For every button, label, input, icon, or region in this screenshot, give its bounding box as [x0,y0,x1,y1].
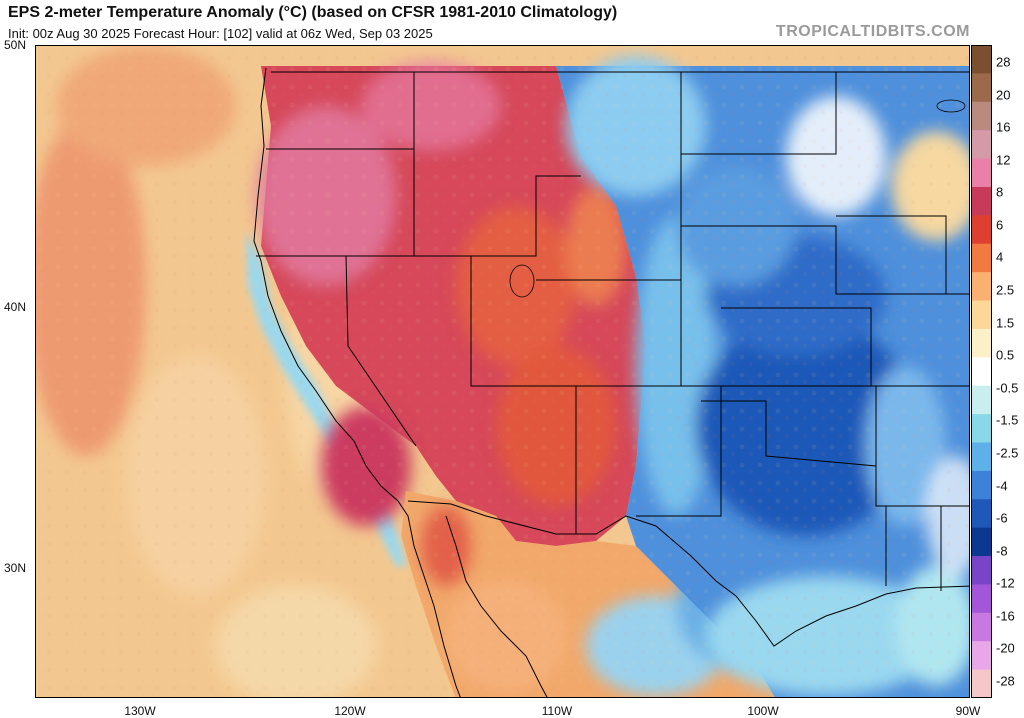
colorbar-label: -1.5 [996,412,1019,428]
colorbar-swatch [971,499,992,529]
watermark: TROPICALTIDBITS.COM [775,23,970,40]
colorbar-label: 0.5 [996,347,1015,363]
state-border [470,256,577,534]
colorbar-swatch [971,130,992,160]
lon-label-110w: 110W [541,704,573,718]
colorbar-swatch [971,641,992,671]
colorbar-swatch [971,470,992,500]
lon-label-90w: 90W [955,704,981,718]
state-border [346,175,581,257]
state-border [576,385,722,517]
colorbar-swatch [971,186,992,216]
state-border [701,400,877,467]
colorbar-label: 4 [996,249,1004,265]
state-border [721,385,969,507]
lon-label-130w: 130W [124,704,156,718]
colorbar-swatch [971,669,992,698]
colorbar-swatch [971,442,992,472]
map-subtitle: Init: 00z Aug 30 2025 Forecast Hour: [10… [8,26,433,41]
colorbar-label: 8 [996,184,1004,200]
colorbar-label: 20 [996,87,1011,103]
colorbar-label: -12 [996,575,1015,591]
colorbar-swatch [971,215,992,245]
colorbar-swatch [971,73,992,103]
colorbar-swatch [971,385,992,415]
land-anomaly-field [36,46,969,697]
lakes [509,99,966,298]
colorbar-swatch [971,45,992,74]
colorbar-swatch [971,527,992,557]
colorbar-label: -6 [996,510,1008,526]
temperature-anomaly-map [36,46,969,697]
colorbar-label: 1.5 [996,315,1015,331]
pacific-coastline [253,67,461,697]
colorbar-label: 28 [996,54,1011,70]
colorbar-swatch [971,300,992,330]
colorbar-label: 16 [996,119,1011,135]
borders [253,67,969,697]
state-border [681,225,946,295]
colorbar-label: -8 [996,543,1008,559]
map-title: EPS 2-meter Temperature Anomaly (°C) (ba… [8,4,618,21]
colorbar-border [971,45,992,698]
colorbar-swatch [971,414,992,443]
colorbar-swatch [971,243,992,273]
us-mexico-border [407,500,969,647]
map-area[interactable] [35,45,970,698]
colorbar [971,45,992,698]
lon-label-120w: 120W [334,704,366,718]
state-border [256,255,417,447]
lon-label-100w: 100W [747,704,779,718]
colorbar-label: -4 [996,478,1008,494]
colorbar-swatch [971,101,992,131]
colorbar-label: -20 [996,640,1015,656]
colorbar-label: -16 [996,608,1015,624]
state-border [681,72,837,155]
colorbar-label: -0.5 [996,380,1019,396]
lat-label-40n: 40N [4,300,27,314]
lat-label-50n: 50N [4,38,27,52]
colorbar-label: 2.5 [996,282,1015,298]
colorbar-swatch [971,272,992,302]
colorbar-swatch [971,158,992,188]
state-border [836,215,947,294]
colorbar-label: -28 [996,673,1015,689]
colorbar-label: 6 [996,217,1004,233]
state-border [721,307,872,386]
colorbar-swatch [971,584,992,614]
lat-label-30n: 30N [4,561,27,575]
gulf-coastline [445,515,548,697]
colorbar-label: 12 [996,152,1011,168]
colorbar-swatch [971,612,992,642]
colorbar-label: -2.5 [996,445,1019,461]
colorbar-swatch [971,556,992,585]
colorbar-swatch [971,328,992,358]
colorbar-swatch [971,357,992,387]
